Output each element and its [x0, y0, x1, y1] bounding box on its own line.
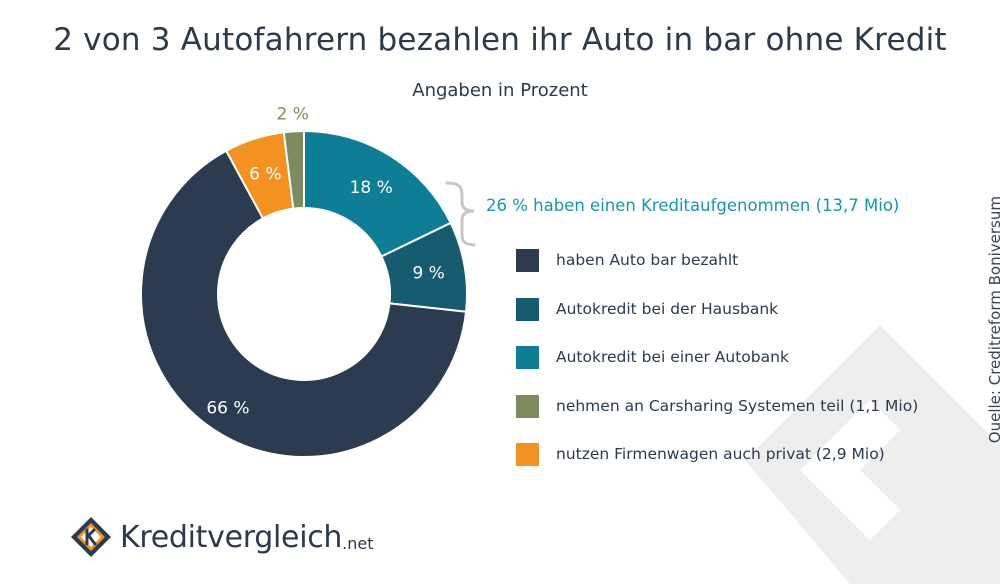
logo-text: Kreditvergleich — [120, 519, 343, 555]
donut-chart — [140, 129, 468, 458]
legend-swatch — [516, 297, 539, 321]
slice-labels: 18 % 9 % 66 % 6 % 2 % — [206, 104, 444, 418]
slice-label: 9 % — [412, 263, 444, 283]
donut-slice — [140, 149, 468, 458]
legend-label: nehmen an Carsharing Systemen teil (1,1 … — [556, 397, 919, 415]
kreditvergleich-logo-icon — [71, 517, 111, 557]
legend-swatch — [516, 442, 539, 466]
legend-label: nutzen Firmenwagen auch privat (2,9 Mio) — [556, 445, 885, 463]
chart-title: 2 von 3 Autofahrern bezahlen ihr Auto in… — [53, 22, 947, 58]
legend-label: Autokredit bei einer Autobank — [556, 348, 789, 366]
legend-item: Autokredit bei der Hausbank — [516, 296, 778, 322]
legend-swatch — [516, 248, 539, 272]
slice-label: 18 % — [350, 178, 393, 198]
logo-suffix: .net — [342, 533, 374, 553]
bracket-annotation: 26 % haben einen Kreditaufgenommen (13,7… — [486, 196, 900, 215]
legend-label: Autokredit bei der Hausbank — [556, 300, 779, 318]
slice-label: 6 % — [249, 165, 281, 185]
legend-label: haben Auto bar bezahlt — [556, 251, 739, 269]
slice-label: 66 % — [206, 398, 249, 418]
legend-item: nehmen an Carsharing Systemen teil (1,1 … — [516, 393, 918, 419]
source-note: Quelle: Creditreform Boniversum — [986, 196, 1000, 444]
donut-slice — [303, 129, 453, 258]
watermark-logo-icon — [745, 325, 1000, 584]
donut-slice — [282, 129, 305, 210]
brand-logo[interactable]: Kreditvergleich .net — [70, 516, 374, 558]
slice-label: 2 % — [277, 104, 309, 124]
bracket-icon — [445, 181, 476, 247]
legend-item: nutzen Firmenwagen auch privat (2,9 Mio) — [516, 441, 885, 467]
legend-swatch — [516, 345, 539, 369]
chart-subtitle: Angaben in Prozent — [412, 80, 588, 101]
legend-swatch — [516, 394, 539, 418]
legend-item: haben Auto bar bezahlt — [516, 247, 738, 273]
legend-item: Autokredit bei einer Autobank — [516, 344, 789, 370]
